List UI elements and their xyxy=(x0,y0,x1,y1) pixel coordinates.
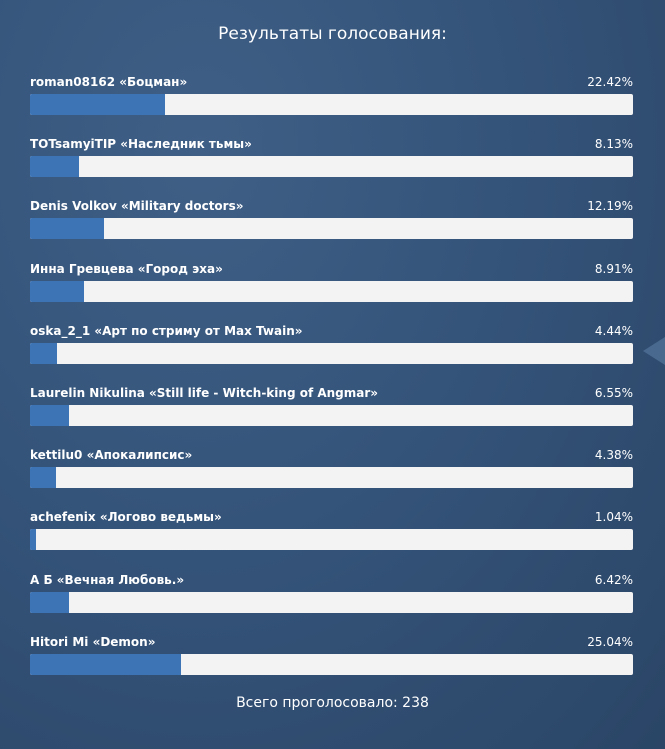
result-bar xyxy=(30,94,166,115)
result-label: Hitori Mi «Demon» xyxy=(30,634,156,649)
result-bar-track xyxy=(30,404,633,426)
result-percent: 22.42% xyxy=(587,75,633,89)
result-label: achefenix «Логово ведьмы» xyxy=(30,510,222,525)
result-percent: 8.91% xyxy=(594,261,633,276)
result-bar xyxy=(30,404,70,426)
result-label: roman08162 «Боцман» xyxy=(30,75,188,89)
result-row: TOTsamyiTIP «Наследник тьмы» 8.13% xyxy=(30,136,633,198)
result-row: oska_2_1 «Арт по стриму от Max Twain» 4.4… xyxy=(30,323,633,385)
result-row: Laurelin Nikulina «Still life - Witch-ki… xyxy=(30,385,633,447)
result-row: Hitori Mi «Demon» 25.04% xyxy=(30,634,633,696)
result-bar-track xyxy=(30,467,633,489)
result-row: achefenix «Логово ведьмы» 1.04% xyxy=(30,509,633,571)
result-bar-track xyxy=(30,94,633,115)
result-bar-track xyxy=(30,529,633,551)
result-bar xyxy=(30,591,69,613)
result-label: oska_2_1 «Арт по стриму от Max Twain» xyxy=(30,323,303,338)
result-bar-track xyxy=(30,156,633,178)
result-bar-track xyxy=(30,653,633,675)
result-bar xyxy=(30,156,80,178)
side-arrow-icon[interactable] xyxy=(643,337,665,365)
result-bar xyxy=(30,280,84,302)
result-row: А Б «Вечная Любовь.» 6.42% xyxy=(30,572,633,634)
result-row: Denis Volkov «Military doctors» 12.19% xyxy=(30,198,633,260)
result-bar xyxy=(30,218,104,240)
result-percent: 12.19% xyxy=(587,199,633,214)
result-label: Laurelin Nikulina «Still life - Witch-ki… xyxy=(30,385,379,400)
result-percent: 25.04% xyxy=(587,634,633,649)
result-label: А Б «Вечная Любовь.» xyxy=(30,572,185,587)
result-label: TOTsamyiTIP «Наследник тьмы» xyxy=(30,137,252,152)
result-bar-track xyxy=(30,591,633,613)
result-bar-track xyxy=(30,280,633,302)
result-bar xyxy=(30,467,57,489)
result-bar-track xyxy=(30,342,633,364)
result-row: kettilu0 «Апокалипсис» 4.38% xyxy=(30,447,633,509)
result-row: Инна Гревцева «Город эха» 8.91% xyxy=(30,261,633,323)
result-bar-track xyxy=(30,218,633,240)
result-bar xyxy=(30,342,57,364)
result-percent: 6.55% xyxy=(594,385,633,400)
result-bar xyxy=(30,529,37,551)
result-label: Denis Volkov «Military doctors» xyxy=(30,199,244,214)
result-percent: 1.04% xyxy=(594,510,633,525)
result-percent: 8.13% xyxy=(594,137,633,152)
result-row: roman08162 «Боцман» 22.42% xyxy=(30,74,633,136)
poll-results: roman08162 «Боцман» 22.42% TOTsamyiTIP «На… xyxy=(30,74,633,696)
result-percent: 4.44% xyxy=(594,323,633,338)
result-percent: 4.38% xyxy=(594,448,633,463)
result-label: kettilu0 «Апокалипсис» xyxy=(30,448,193,463)
poll-title: Результаты голосования: xyxy=(218,24,447,44)
result-bar xyxy=(30,653,181,675)
total-votes: Всего проголосовало: 238 xyxy=(236,695,429,711)
result-label: Инна Гревцева «Город эха» xyxy=(30,261,223,276)
result-percent: 6.42% xyxy=(594,572,633,587)
